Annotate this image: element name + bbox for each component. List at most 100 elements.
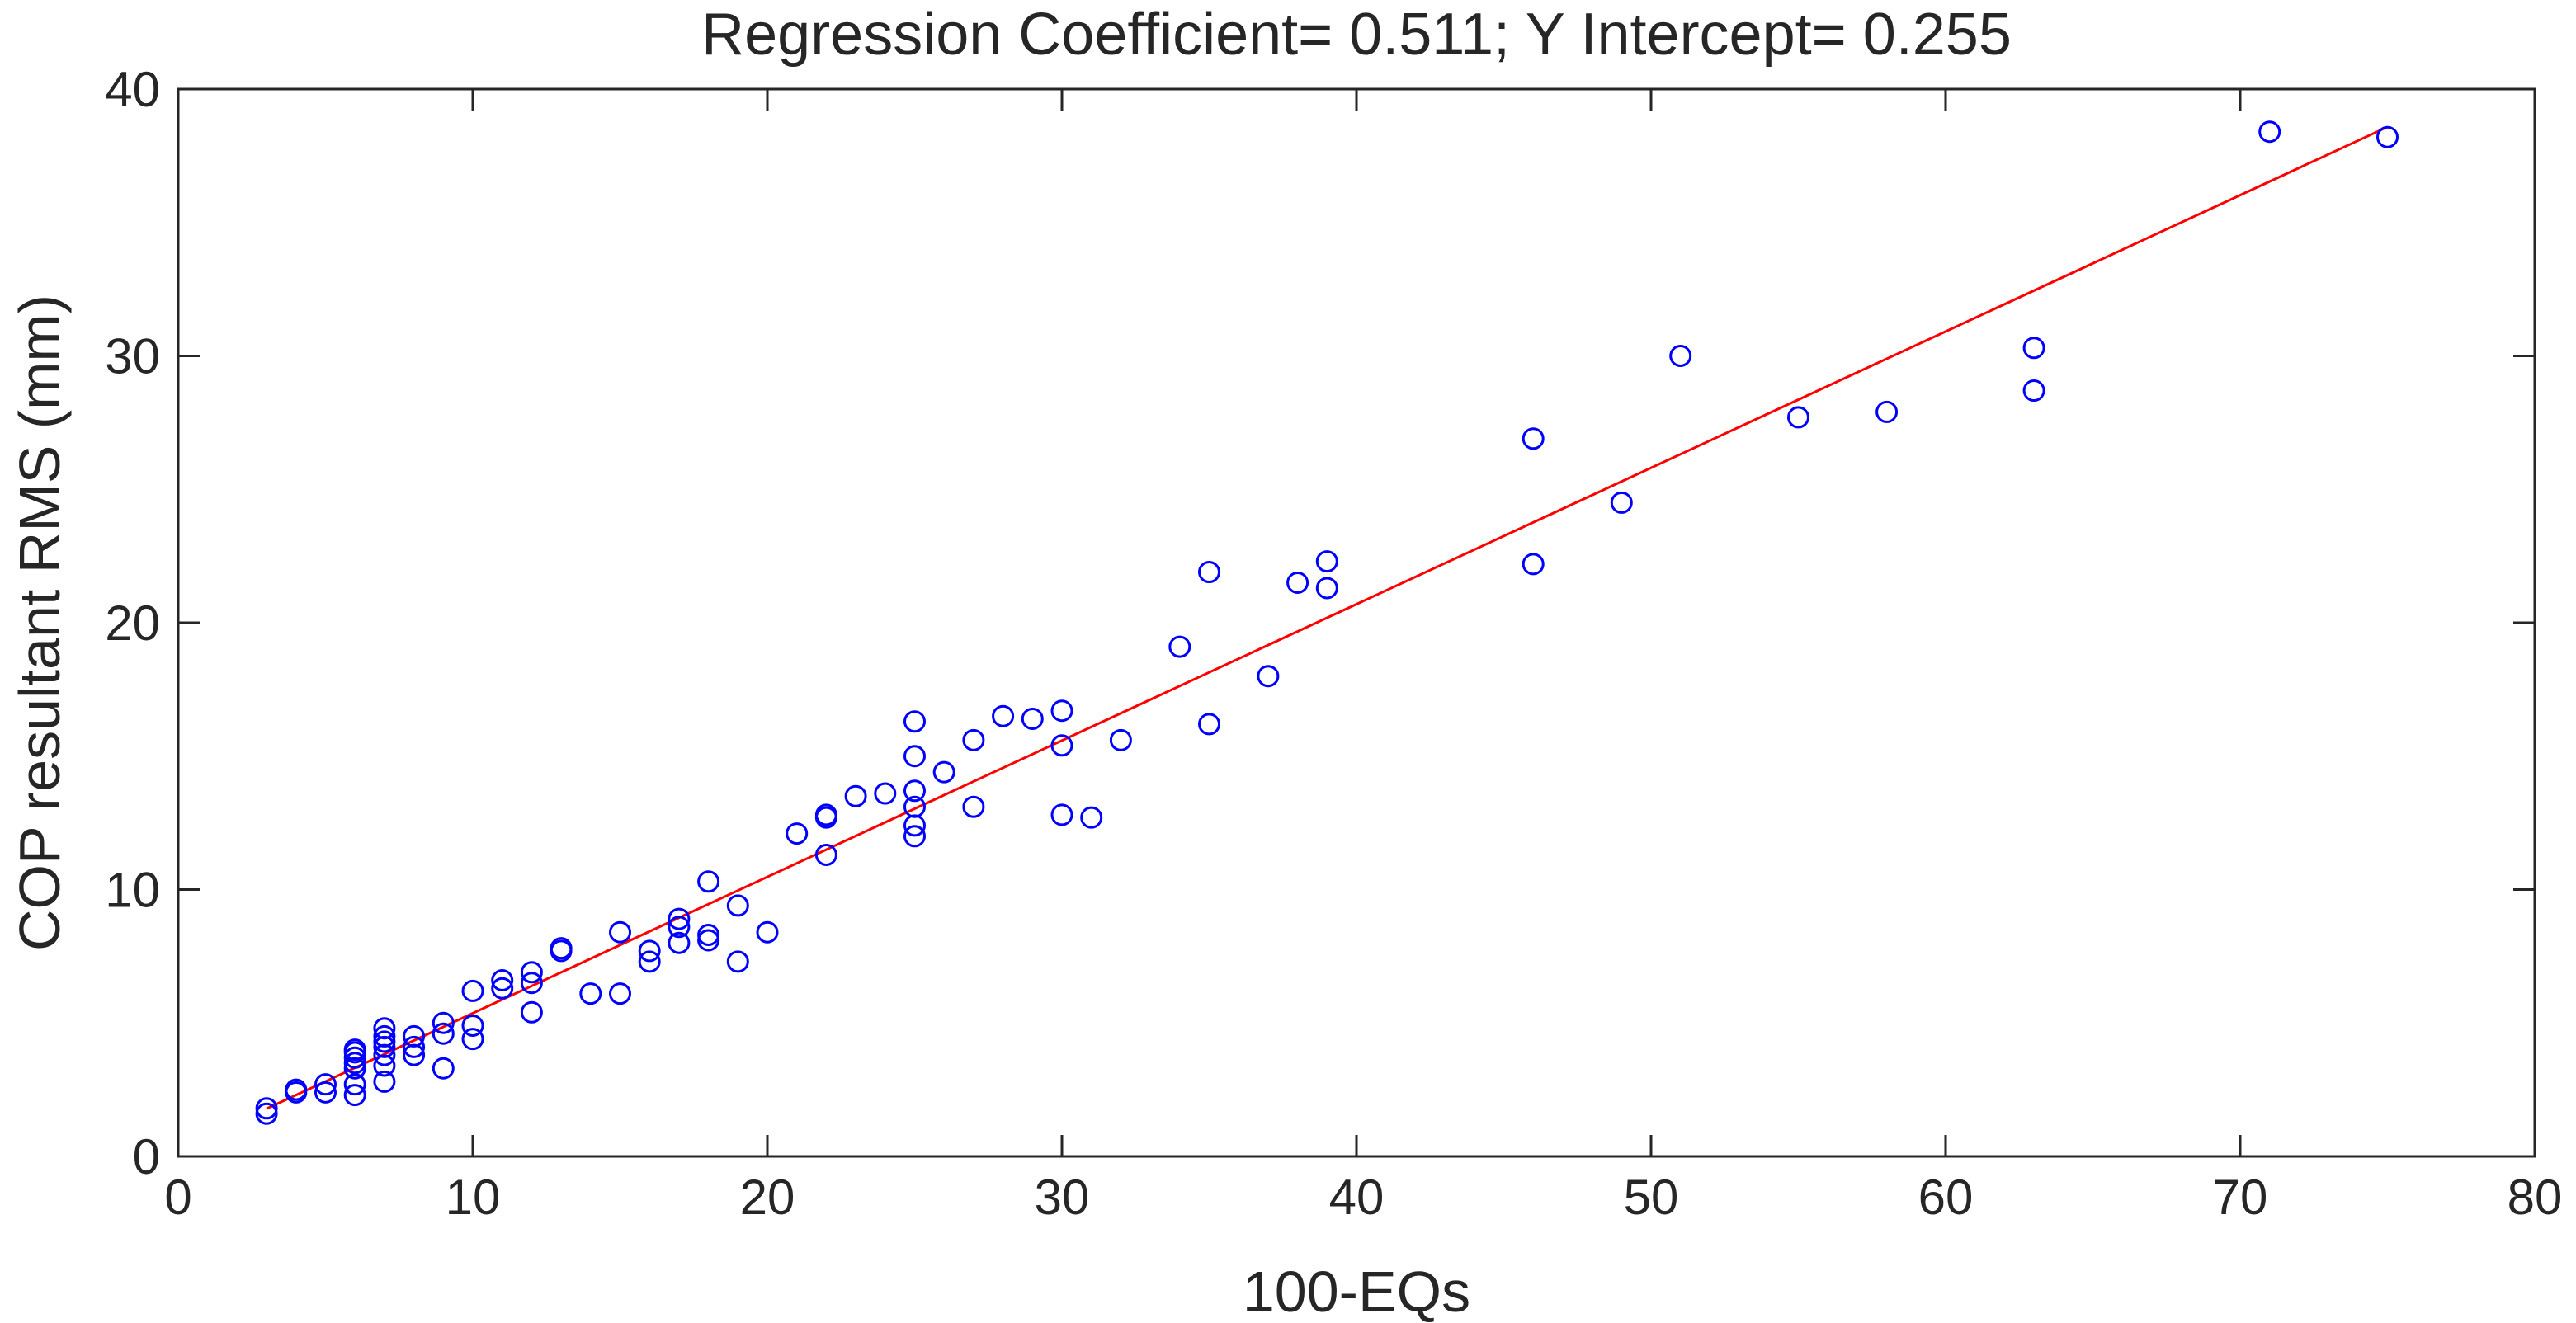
data-point	[1315, 550, 1338, 573]
data-point	[461, 979, 484, 1002]
data-point	[1050, 699, 1073, 723]
x-tick-label: 50	[1624, 1170, 1679, 1225]
data-point	[579, 982, 602, 1005]
data-point	[2022, 337, 2045, 360]
data-point	[461, 1014, 484, 1037]
data-point	[814, 843, 837, 866]
data-point	[962, 728, 985, 751]
y-tick-label: 40	[105, 62, 160, 117]
data-point	[697, 870, 720, 893]
y-tick-label: 10	[105, 863, 160, 918]
data-point	[373, 1070, 396, 1093]
data-point	[491, 977, 514, 1000]
x-tick-label: 80	[2508, 1170, 2563, 1225]
data-point	[962, 795, 985, 818]
y-tick-label: 20	[105, 596, 160, 651]
x-axis-label: 100-EQs	[1243, 1259, 1470, 1323]
data-point	[726, 950, 749, 973]
x-tick-label: 40	[1329, 1170, 1385, 1225]
data-point	[1669, 345, 1692, 367]
data-point	[520, 972, 543, 995]
data-point	[668, 931, 691, 954]
data-point	[786, 822, 809, 845]
data-point	[520, 961, 543, 984]
y-tick-label: 30	[105, 329, 160, 384]
x-tick-label: 30	[1035, 1170, 1090, 1225]
data-point	[550, 937, 573, 960]
data-point	[726, 894, 749, 917]
data-point	[461, 1028, 484, 1051]
data-point	[1875, 400, 1899, 423]
data-point	[2258, 120, 2281, 144]
data-point	[814, 803, 837, 826]
data-point	[255, 1097, 278, 1120]
data-point	[373, 1030, 396, 1053]
data-point	[1050, 734, 1073, 757]
data-point	[491, 968, 514, 991]
y-axis-ticks: 0 10 20 30 40	[105, 62, 2535, 1184]
data-points	[255, 120, 2399, 1125]
x-tick-label: 70	[2213, 1170, 2268, 1225]
x-axis-ticks: 0 10 20 30 40 50 60 70 80	[164, 89, 2562, 1225]
data-point	[1522, 553, 1545, 576]
data-point	[255, 1102, 278, 1125]
data-point	[1080, 806, 1103, 829]
data-point	[697, 929, 720, 952]
data-point	[874, 782, 897, 805]
data-point	[403, 1024, 426, 1048]
data-point	[1109, 728, 1132, 751]
data-point	[343, 1038, 366, 1062]
chart-title: Regression Coefficient= 0.511; Y Interce…	[701, 2, 2012, 68]
data-point	[1198, 713, 1220, 736]
data-point	[1168, 635, 1191, 658]
plot-area-frame	[177, 87, 2536, 1158]
data-point	[520, 1000, 543, 1024]
data-point	[343, 1046, 366, 1069]
data-point	[638, 950, 661, 973]
data-point	[432, 1057, 455, 1080]
data-point	[1315, 577, 1338, 600]
y-tick-label: 0	[133, 1129, 160, 1184]
data-point	[373, 1024, 396, 1048]
data-point	[373, 1017, 396, 1040]
data-point	[1021, 707, 1044, 730]
data-point	[638, 939, 661, 963]
data-point	[403, 1035, 426, 1058]
data-point	[697, 923, 720, 946]
data-point	[1522, 427, 1545, 450]
x-tick-label: 60	[1918, 1170, 1974, 1225]
data-point	[903, 745, 926, 768]
data-point	[844, 784, 867, 807]
data-point	[992, 704, 1015, 727]
data-point	[432, 1011, 455, 1034]
regression-line	[266, 125, 2389, 1110]
data-point	[903, 795, 926, 818]
data-point	[285, 1078, 308, 1101]
data-point	[1050, 803, 1073, 826]
data-point	[668, 907, 691, 930]
data-point	[1787, 406, 1809, 429]
x-tick-label: 0	[164, 1170, 191, 1225]
data-point	[2376, 125, 2399, 148]
data-point	[1257, 665, 1280, 688]
data-point	[432, 1022, 455, 1045]
data-point	[932, 760, 955, 784]
data-point	[668, 916, 691, 939]
data-point	[903, 825, 926, 848]
data-point	[903, 710, 926, 733]
data-point	[314, 1081, 337, 1104]
x-tick-label: 10	[446, 1170, 501, 1225]
data-point	[343, 1084, 366, 1107]
data-point	[343, 1052, 366, 1075]
data-point	[343, 1073, 366, 1096]
data-point	[2022, 379, 2045, 403]
data-point	[1198, 561, 1220, 584]
data-point	[609, 920, 631, 944]
y-axis-label: COP resultant RMS (mm)	[7, 294, 72, 951]
data-point	[756, 920, 779, 944]
data-point	[903, 779, 926, 803]
data-point	[1286, 571, 1309, 594]
data-point	[314, 1073, 337, 1096]
data-point	[609, 982, 631, 1005]
